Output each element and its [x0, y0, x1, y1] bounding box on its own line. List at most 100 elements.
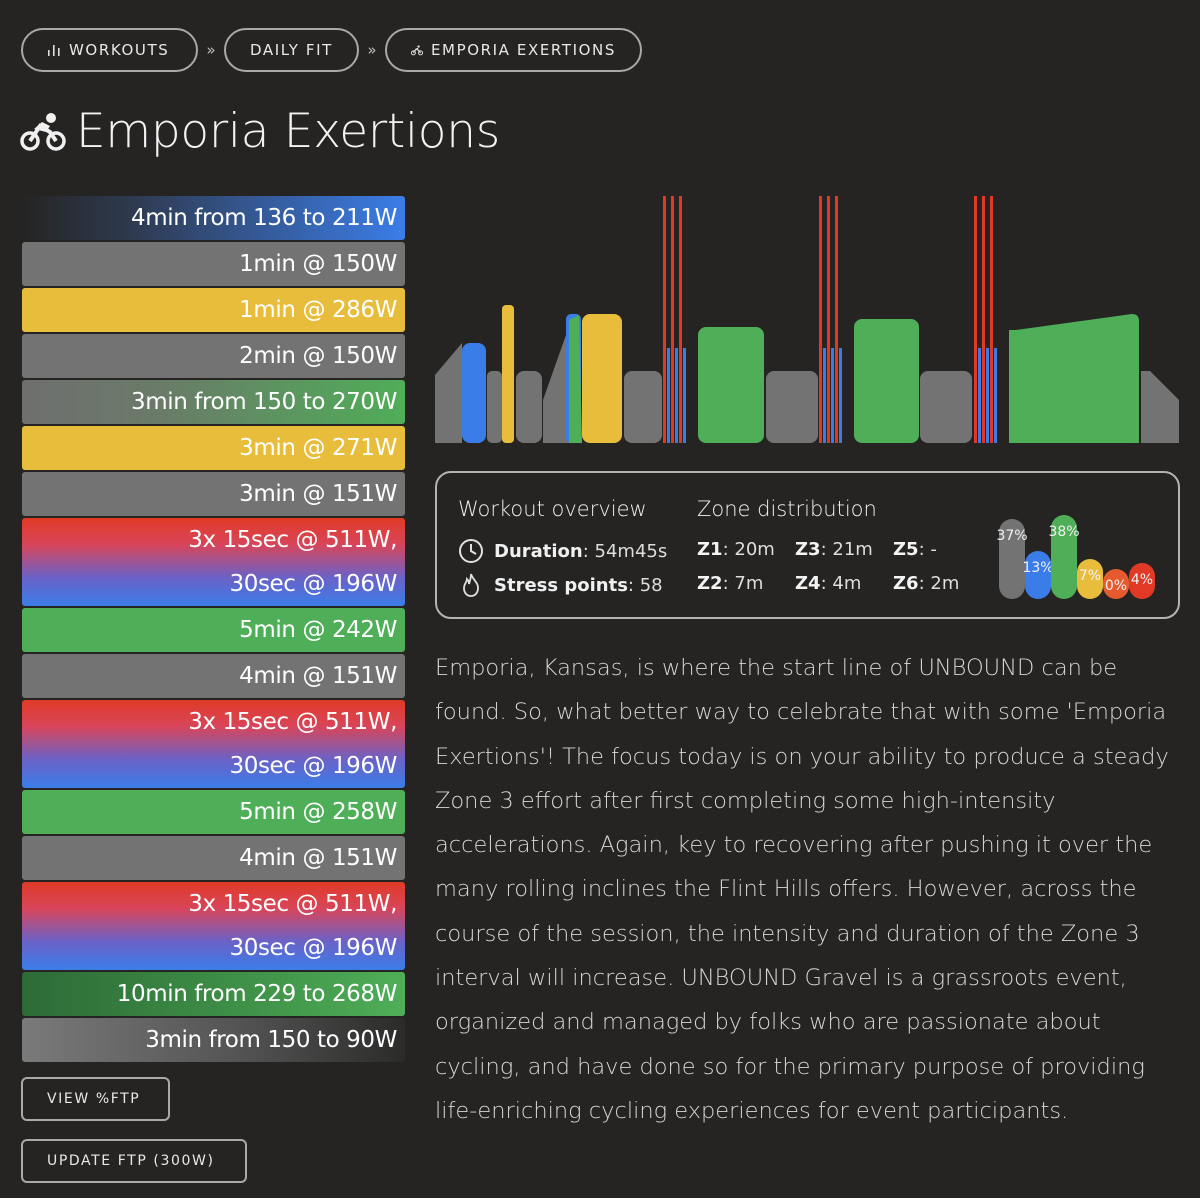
zone-distribution-title: Zone distribution [697, 497, 877, 521]
workout-step: 3x 15sec @ 511W, 30sec @ 196W [22, 700, 405, 788]
profile-block [435, 343, 462, 443]
workout-step: 3min from 150 to 270W [22, 380, 405, 424]
zone-name: Z5 [893, 539, 919, 560]
zone-bar [1103, 569, 1129, 599]
workout-steps-list: 4min from 136 to 211W 1min @ 150W 1min @ 2… [22, 196, 405, 1064]
breadcrumb-workouts[interactable]: WORKOUTS [21, 28, 198, 72]
profile-block [543, 318, 572, 443]
step-text: 4min @ 151W [239, 663, 397, 689]
profile-interval-red [663, 196, 666, 443]
workout-overview-panel: Workout overview Duration: 54m45s Stress… [435, 471, 1180, 619]
profile-block [462, 343, 486, 443]
workout-step: 3x 15sec @ 511W, 30sec @ 196W [22, 882, 405, 970]
zone-distribution-chart: 37% 13% 38% 7%0% 4% [996, 515, 1155, 599]
profile-block [624, 371, 662, 443]
step-text: 30sec @ 196W [229, 571, 397, 597]
clock-icon [459, 539, 483, 563]
view-ftp-button[interactable]: VIEW %FTP [21, 1077, 170, 1121]
zone-bar-label: 0% [1105, 578, 1127, 594]
cyclist-icon [411, 44, 423, 55]
step-text: 3min @ 271W [239, 435, 397, 461]
workout-step: 4min @ 151W [22, 654, 405, 698]
breadcrumb-separator: » [367, 41, 377, 59]
profile-block [920, 371, 972, 443]
zone-z1: Z1: 20m [697, 539, 775, 560]
step-text: 30sec @ 196W [229, 753, 397, 779]
zone-value: : 20m [722, 539, 775, 560]
profile-block [766, 371, 818, 443]
zone-bar-label: 4% [1131, 572, 1153, 588]
profile-interval-red [679, 196, 682, 443]
profile-interval-red [835, 196, 838, 443]
zone-value: : 4m [820, 573, 862, 594]
breadcrumb-label: EMPORIA EXERTIONS [430, 41, 616, 59]
zone-bar [1077, 559, 1103, 599]
step-text: 3min @ 151W [239, 481, 397, 507]
workout-step: 3x 15sec @ 511W, 30sec @ 196W [22, 518, 405, 606]
profile-interval-red [827, 196, 830, 443]
workout-profile-chart [435, 196, 1179, 443]
workout-step: 3min from 150 to 90W [22, 1018, 405, 1062]
duration-label: Duration [494, 540, 583, 562]
profile-interval-red [671, 196, 674, 443]
duration-value: : 54m45s [582, 540, 668, 562]
zone-z5: Z5: - [893, 539, 937, 560]
step-text: 4min from 136 to 211W [130, 205, 397, 231]
update-ftp-button[interactable]: UPDATE FTP (300W) [21, 1139, 247, 1183]
zone-bar [999, 519, 1025, 599]
breadcrumb-emporia-exertions[interactable]: EMPORIA EXERTIONS [385, 28, 642, 72]
profile-block [516, 371, 542, 443]
overview-title: Workout overview [458, 497, 647, 521]
duration-row: Duration: 54m45s [458, 538, 667, 564]
profile-interval-red [982, 196, 985, 443]
profile-block [1141, 371, 1179, 443]
breadcrumb: WORKOUTS » DAILY FIT » EMPORIA EXERTIONS [21, 28, 642, 72]
workout-description: Emporia, Kansas, is where the start line… [435, 655, 1169, 1124]
workout-step: 5min @ 242W [22, 608, 405, 652]
zone-name: Z4 [795, 573, 821, 594]
profile-interval-blue [994, 348, 997, 443]
step-text: 3x 15sec @ 511W, [188, 709, 397, 735]
page-title: Emporia Exertions [76, 104, 500, 159]
profile-block [1009, 330, 1139, 443]
profile-interval-red [990, 196, 993, 443]
step-text: 30sec @ 196W [229, 935, 397, 961]
zone-z3: Z3: 21m [795, 539, 873, 560]
zone-bar-label: 38% [1048, 524, 1079, 540]
zone-value: : - [918, 539, 937, 560]
flame-icon [463, 573, 479, 597]
cyclist-icon [20, 112, 66, 151]
profile-interval-red [974, 196, 977, 443]
profile-interval-blue [675, 348, 678, 443]
workout-step: 3min @ 271W [22, 426, 405, 470]
workout-step: 1min @ 150W [22, 242, 405, 286]
profile-interval-blue [831, 348, 834, 443]
zone-name: Z1 [697, 539, 723, 560]
zone-bar [1129, 563, 1155, 599]
zone-z6: Z6: 2m [893, 573, 959, 594]
profile-interval-blue [839, 348, 842, 443]
profile-interval-blue [667, 348, 670, 443]
profile-interval-blue [978, 348, 981, 443]
zone-value: : 7m [722, 573, 764, 594]
profile-interval-blue [823, 348, 826, 443]
stress-row: Stress points: 58 [458, 572, 663, 598]
zone-name: Z3 [795, 539, 821, 560]
breadcrumb-separator: » [206, 41, 216, 59]
step-text: 5min @ 242W [239, 617, 397, 643]
zone-bar [1051, 515, 1077, 599]
bar-chart-icon [48, 45, 60, 56]
zone-z2: Z2: 7m [697, 573, 763, 594]
step-text: 1min @ 150W [239, 251, 397, 277]
zone-z4: Z4: 4m [795, 573, 861, 594]
profile-block [582, 314, 622, 443]
profile-block [487, 371, 502, 443]
zone-bar-label: 13% [1022, 560, 1053, 576]
step-text: 4min @ 151W [239, 845, 397, 871]
zone-name: Z6 [893, 573, 919, 594]
step-text: 3x 15sec @ 511W, [188, 527, 397, 553]
step-text: 10min from 229 to 268W [116, 981, 398, 1007]
step-text: 3x 15sec @ 511W, [188, 891, 397, 917]
breadcrumb-daily-fit[interactable]: DAILY FIT [224, 28, 359, 72]
workout-step: 3min @ 151W [22, 472, 405, 516]
